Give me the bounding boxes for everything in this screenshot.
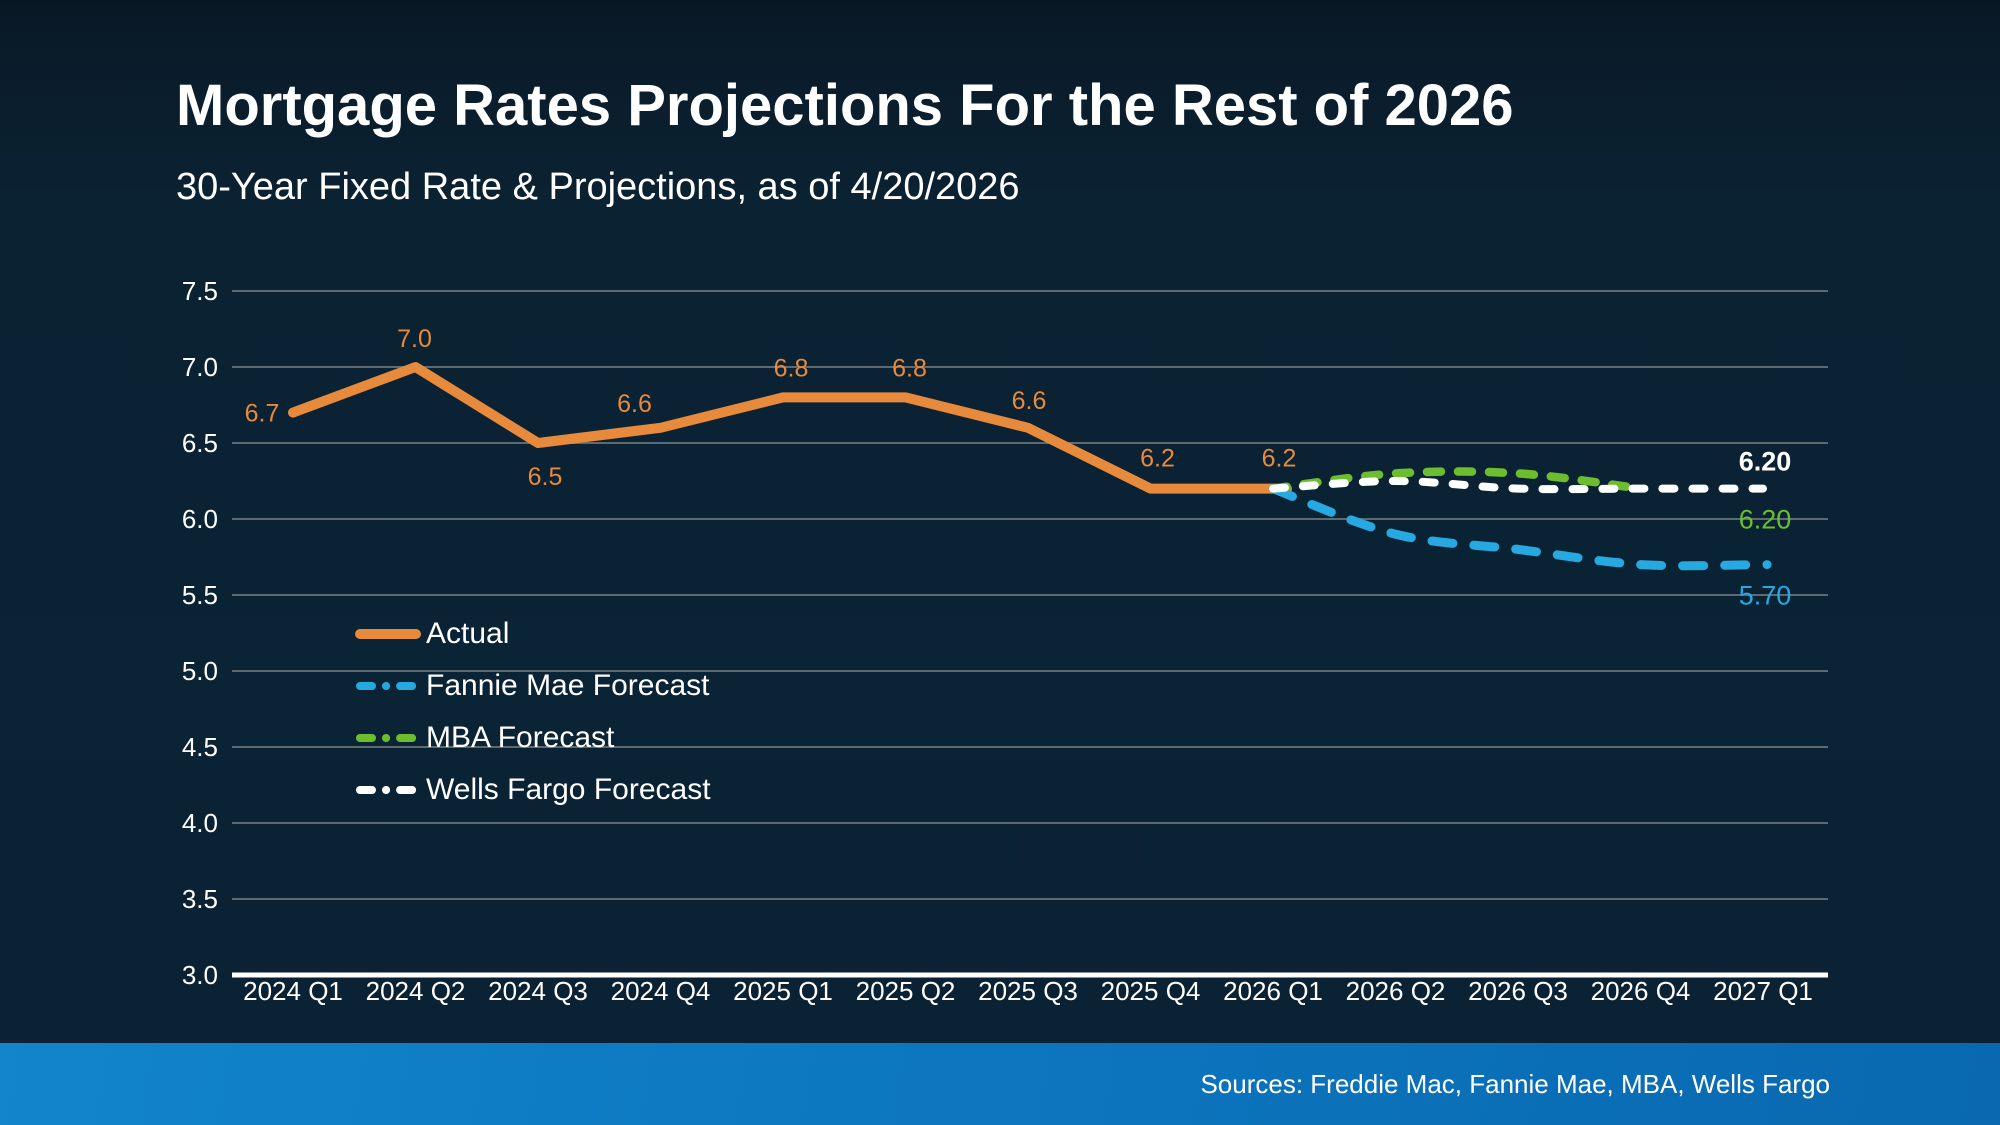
legend-item-wells-fargo: Wells Fargo Forecast <box>352 764 711 816</box>
page-subtitle: 30-Year Fixed Rate & Projections, as of … <box>176 166 1020 208</box>
series-actual: 6.7 7.0 6.5 6.6 6.8 6.8 6.6 6.2 6.2 <box>245 325 1297 494</box>
svg-text:2026 Q2: 2026 Q2 <box>1346 976 1446 1006</box>
svg-text:6.5: 6.5 <box>528 463 563 491</box>
legend-item-fannie-mae: Fannie Mae Forecast <box>352 660 711 712</box>
page-title: Mortgage Rates Projections For the Rest … <box>176 73 1514 138</box>
svg-text:3.0: 3.0 <box>182 960 218 990</box>
svg-text:2024 Q3: 2024 Q3 <box>488 976 588 1006</box>
legend-swatch-wells-icon <box>356 786 424 794</box>
svg-text:6.0: 6.0 <box>182 504 218 534</box>
sources-text: Sources: Freddie Mac, Fannie Mae, MBA, W… <box>1200 1069 1830 1099</box>
svg-text:6.6: 6.6 <box>617 390 652 418</box>
svg-text:6.7: 6.7 <box>245 400 280 428</box>
svg-text:2026 Q1: 2026 Q1 <box>1223 976 1323 1006</box>
svg-text:2025 Q2: 2025 Q2 <box>856 976 956 1006</box>
y-axis-labels: 7.5 7.0 6.5 6.0 5.5 5.0 4.5 4.0 3.5 3.0 <box>182 276 218 990</box>
svg-text:6.8: 6.8 <box>774 354 809 382</box>
svg-text:6.6: 6.6 <box>1012 387 1047 415</box>
svg-text:2026 Q4: 2026 Q4 <box>1591 976 1691 1006</box>
svg-text:2025 Q1: 2025 Q1 <box>733 976 833 1006</box>
series-point-labels: 6.7 7.0 6.5 6.6 6.8 6.8 6.6 6.2 6.2 <box>245 325 1297 491</box>
chart-legend: Actual Fannie Mae Forecast MBA Forecast … <box>352 608 711 816</box>
footer-bar: Sources: Freddie Mac, Fannie Mae, MBA, W… <box>0 1043 2000 1125</box>
svg-text:2024 Q1: 2024 Q1 <box>243 976 343 1006</box>
svg-text:4.5: 4.5 <box>182 732 218 762</box>
legend-item-actual: Actual <box>352 608 711 660</box>
svg-text:2025 Q3: 2025 Q3 <box>978 976 1078 1006</box>
legend-label: Fannie Mae Forecast <box>426 669 710 702</box>
series-wells: 6.20 <box>1269 447 1792 494</box>
series-fannie: 5.70 <box>1268 484 1792 611</box>
svg-text:2024 Q4: 2024 Q4 <box>611 976 711 1006</box>
svg-text:5.5: 5.5 <box>182 580 218 610</box>
legend-swatch-fannie-icon <box>356 682 424 690</box>
series-end-label: 6.20 <box>1739 505 1792 535</box>
svg-text:7.0: 7.0 <box>182 352 218 382</box>
svg-text:5.0: 5.0 <box>182 656 218 686</box>
legend-label: Actual <box>426 617 510 650</box>
svg-text:2027 Q1: 2027 Q1 <box>1713 976 1813 1006</box>
svg-text:2025 Q4: 2025 Q4 <box>1101 976 1201 1006</box>
svg-text:6.5: 6.5 <box>182 428 218 458</box>
gridlines <box>232 290 1828 978</box>
legend-label: Wells Fargo Forecast <box>426 773 711 806</box>
series-end-label: 5.70 <box>1739 581 1792 611</box>
legend-item-mba: MBA Forecast <box>352 712 711 764</box>
svg-text:4.0: 4.0 <box>182 808 218 838</box>
svg-text:3.5: 3.5 <box>182 884 218 914</box>
svg-text:7.5: 7.5 <box>182 276 218 306</box>
legend-swatch-actual-icon <box>355 629 421 639</box>
series-mba: 6.20 <box>1268 467 1792 535</box>
svg-text:6.2: 6.2 <box>1262 445 1297 473</box>
series-end-label: 6.20 <box>1739 447 1792 477</box>
legend-swatch-mba-icon <box>356 734 424 742</box>
svg-text:7.0: 7.0 <box>397 325 432 353</box>
x-axis-labels: 2024 Q1 2024 Q2 2024 Q3 2024 Q4 2025 Q1 2025 … <box>243 976 1813 1006</box>
svg-text:2026 Q3: 2026 Q3 <box>1468 976 1568 1006</box>
svg-text:6.2: 6.2 <box>1140 445 1175 473</box>
svg-text:6.8: 6.8 <box>892 354 927 382</box>
svg-text:2024 Q2: 2024 Q2 <box>366 976 466 1006</box>
legend-label: MBA Forecast <box>426 721 615 754</box>
